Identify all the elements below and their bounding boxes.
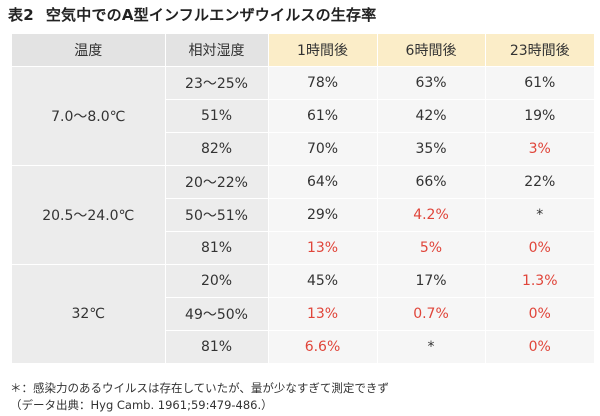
value-cell: 1.3% xyxy=(485,264,594,298)
value-cell: 6.6% xyxy=(268,330,378,363)
value-cell: * xyxy=(377,330,486,363)
table-row: 50～51% 29% 4.2% * xyxy=(12,198,594,232)
humidity-cell: 20% xyxy=(165,264,269,298)
header-6h: 6時間後 xyxy=(377,34,486,67)
table-row: 7.0～8.0℃ 23～25% 78% 63% 61% xyxy=(12,66,594,166)
header-1h: 1時間後 xyxy=(268,34,378,67)
value-cell: 0.7% xyxy=(377,297,486,331)
table-title: 表2 空気中でのA型インフルエンザウイルスの生存率 xyxy=(8,4,376,25)
humidity-cell: 49～50% xyxy=(165,297,269,331)
value-cell: 13% xyxy=(268,297,378,331)
table-number: 表2 xyxy=(8,6,34,24)
humidity-cell: 50～51% xyxy=(165,198,269,232)
value-cell: 70% xyxy=(268,132,378,166)
table-row: 32℃ 20% 45% 17% 1.3% xyxy=(12,264,594,364)
humidity-cell: 81% xyxy=(165,330,269,363)
table-title-text: 空気中でのA型インフルエンザウイルスの生存率 xyxy=(45,6,377,24)
survival-rate-table: 温度 相対湿度 1時間後 6時間後 23時間後 7.0～8.0℃ 23～25% 78… xyxy=(12,34,594,364)
humidity-cell: 23～25% xyxy=(165,66,269,100)
value-cell: 35% xyxy=(377,132,486,166)
value-cell: 22% xyxy=(485,165,594,199)
humidity-cell: 82% xyxy=(165,132,269,166)
temperature-cell: 32℃ xyxy=(12,264,166,364)
header-23h: 23時間後 xyxy=(485,34,594,67)
value-cell: 66% xyxy=(377,165,486,199)
humidity-cell: 51% xyxy=(165,99,269,133)
table-row: 81% 13% 5% 0% xyxy=(12,231,594,265)
value-cell: 61% xyxy=(268,99,378,133)
value-cell: 64% xyxy=(268,165,378,199)
asterisk-note: ＊：感染力のあるウイルスは存在していたが、量が少なすぎて測定できず xyxy=(10,381,389,395)
humidity-cell: 20～22% xyxy=(165,165,269,199)
temperature-cell: 7.0～8.0℃ xyxy=(12,66,166,166)
header-temperature: 温度 xyxy=(12,34,166,67)
table-row: 20.5～24.0℃ 20～22% 64% 66% 22% xyxy=(12,165,594,265)
value-cell: 29% xyxy=(268,198,378,232)
table-body: 7.0～8.0℃ 23～25% 78% 63% 61% 51% 61% 42% 19% 82% 70… xyxy=(12,66,594,364)
temperature-cell: 20.5～24.0℃ xyxy=(12,165,166,265)
value-cell: 17% xyxy=(377,264,486,298)
value-cell: 78% xyxy=(268,66,378,100)
table-row: 51% 61% 42% 19% xyxy=(12,99,594,133)
value-cell: 5% xyxy=(377,231,486,265)
header-row: 温度 相対湿度 1時間後 6時間後 23時間後 xyxy=(12,34,594,67)
table-row: 81% 6.6% * 0% xyxy=(12,330,594,363)
value-cell: 4.2% xyxy=(377,198,486,232)
table-row: 49～50% 13% 0.7% 0% xyxy=(12,297,594,331)
value-cell: 61% xyxy=(485,66,594,100)
header-humidity: 相対湿度 xyxy=(165,34,269,67)
value-cell: 45% xyxy=(268,264,378,298)
value-cell: 42% xyxy=(377,99,486,133)
source-note: （データ出典：Hyg Camb. 1961;59:479-486.） xyxy=(10,398,273,412)
value-cell: 0% xyxy=(485,231,594,265)
value-cell: 0% xyxy=(485,297,594,331)
value-cell: 19% xyxy=(485,99,594,133)
value-cell: * xyxy=(485,198,594,232)
humidity-cell: 81% xyxy=(165,231,269,265)
value-cell: 63% xyxy=(377,66,486,100)
value-cell: 3% xyxy=(485,132,594,166)
table-row: 82% 70% 35% 3% xyxy=(12,132,594,166)
value-cell: 13% xyxy=(268,231,378,265)
footnotes: ＊：感染力のあるウイルスは存在していたが、量が少なすぎて測定できず （データ出典… xyxy=(10,380,389,414)
value-cell: 0% xyxy=(485,330,594,363)
